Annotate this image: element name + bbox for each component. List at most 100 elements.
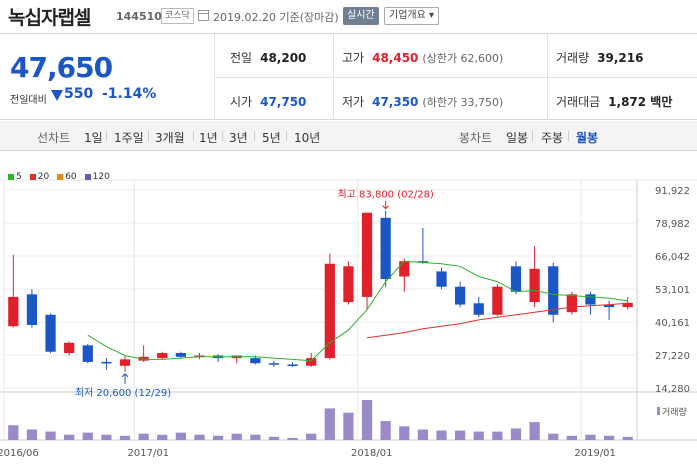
- candle-monthly[interactable]: 월봉: [576, 131, 599, 145]
- volume-bar: [231, 433, 242, 440]
- realtime-button[interactable]: 실시간: [343, 7, 379, 25]
- volume-bar: [194, 434, 205, 440]
- legend-item-ma20: 20: [29, 172, 50, 182]
- change-percent: -1.14%: [102, 86, 157, 102]
- volume-bar: [436, 430, 447, 440]
- period-1d[interactable]: 1일: [84, 131, 103, 145]
- volume-label: 거래량: [662, 406, 687, 418]
- y-tick-label: 27,220: [655, 351, 690, 362]
- volume-bar: [361, 400, 373, 440]
- stat-value: 39,216: [597, 51, 644, 65]
- candle-body: [64, 342, 75, 354]
- legend-label: 120: [92, 172, 110, 182]
- y-tick-label: 66,042: [655, 252, 690, 263]
- volume-bar: [548, 433, 559, 440]
- divider: [214, 77, 697, 78]
- company-info-dropdown[interactable]: 기업개요 ▾: [384, 7, 439, 25]
- stock-chart: 5 20 60 120 91,922 78,982 66,042 53,101 40,1…: [0, 160, 697, 467]
- candle-daily[interactable]: 일봉: [506, 131, 529, 145]
- stat-label: 시가: [230, 95, 253, 109]
- divider: [532, 131, 533, 141]
- candle-body: [175, 353, 186, 357]
- period-5y[interactable]: 5년: [262, 131, 281, 145]
- legend-swatch: [84, 174, 91, 180]
- volume-bar: [492, 431, 503, 440]
- candle-body: [548, 266, 559, 315]
- candle-body: [622, 302, 633, 308]
- volume-bar: [212, 435, 224, 440]
- stat-value: 1,872 백만: [608, 95, 673, 109]
- legend-swatch: [57, 174, 64, 180]
- volume-bar: [101, 434, 112, 440]
- high-arrow-icon: [382, 200, 390, 210]
- candle-body: [306, 358, 317, 366]
- legend-item-ma60: 60: [57, 172, 77, 182]
- current-price: 47,650: [10, 51, 113, 84]
- divider: [286, 131, 287, 141]
- volume-bar: [622, 436, 633, 440]
- divider: [106, 131, 107, 141]
- volume-legend-swatch: [657, 407, 660, 415]
- candle-body: [399, 261, 410, 277]
- stat-prev-close: 전일 48,200: [230, 49, 306, 66]
- y-tick-label: 14,280: [655, 384, 690, 395]
- candle-body: [510, 266, 522, 292]
- volume-bar: [157, 434, 168, 440]
- period-1y[interactable]: 1년: [199, 131, 218, 145]
- candlestick-chart: 91,922 78,982 66,042 53,101 40,161 27,220 14,2…: [0, 179, 697, 459]
- candle-body: [26, 294, 38, 325]
- divider: [254, 131, 255, 141]
- calendar-icon: [198, 10, 209, 21]
- period-10y[interactable]: 10년: [294, 131, 321, 145]
- volume-bar: [45, 431, 56, 440]
- y-tick-label: 91,922: [655, 186, 690, 197]
- period-3y[interactable]: 3년: [229, 131, 248, 145]
- upper-limit: (상한가 62,600): [422, 52, 504, 65]
- legend-label: 5: [16, 172, 22, 182]
- stat-volume: 거래량 39,216: [556, 49, 643, 66]
- volume-bar: [566, 435, 577, 440]
- market-badge: 코스닥: [161, 8, 194, 24]
- stock-header: 녹십자랩셀 144510 코스닥 2019.02.20 기준(장마감) 실시간 …: [0, 0, 697, 34]
- candle-body: [287, 364, 298, 366]
- volume-bar: [119, 435, 131, 440]
- ma5-line: [87, 260, 628, 362]
- divider: [148, 131, 149, 141]
- volume-bar: [510, 428, 522, 440]
- period-3m[interactable]: 3개월: [155, 131, 185, 145]
- volume-bar: [529, 422, 540, 440]
- low-annotation: 최저 20,600 (12/29): [75, 387, 171, 399]
- stat-label: 전일: [230, 51, 253, 65]
- low-arrow-icon: [121, 373, 129, 384]
- change-amount: 550: [64, 86, 94, 102]
- candle-body: [45, 314, 56, 352]
- volume-bar: [138, 433, 149, 440]
- candle-body: [417, 261, 429, 263]
- y-tick-label: 78,982: [655, 219, 690, 230]
- stat-value: 48,450: [372, 51, 419, 65]
- legend-item-ma120: 120: [84, 172, 110, 182]
- stat-label: 거래대금: [556, 95, 601, 109]
- lower-limit: (하한가 33,750): [422, 96, 504, 109]
- y-tick-label: 40,161: [655, 318, 690, 329]
- legend-label: 20: [37, 172, 50, 182]
- volume-bar: [268, 436, 280, 440]
- candle-body: [157, 353, 168, 359]
- line-chart-label: 선차트: [37, 131, 71, 145]
- reference-date: 2019.02.20 기준(장마감): [213, 11, 339, 24]
- candle-body: [566, 294, 577, 313]
- stat-label: 거래량: [556, 51, 590, 65]
- candle-body: [492, 286, 503, 315]
- legend-item-ma5: 5: [8, 172, 22, 182]
- volume-bar: [585, 434, 596, 440]
- high-annotation: 최고 83,800 (02/28): [337, 189, 433, 201]
- period-1w[interactable]: 1주일: [114, 131, 144, 145]
- candle-chart-label: 봉차트: [459, 131, 493, 145]
- candle-body: [361, 212, 373, 297]
- x-tick-label: 2019/01: [574, 448, 616, 459]
- candle-body: [268, 363, 280, 365]
- stock-name: 녹십자랩셀: [8, 7, 91, 29]
- divider: [193, 131, 194, 141]
- candle-weekly[interactable]: 주봉: [541, 131, 564, 145]
- candle-body: [455, 286, 466, 305]
